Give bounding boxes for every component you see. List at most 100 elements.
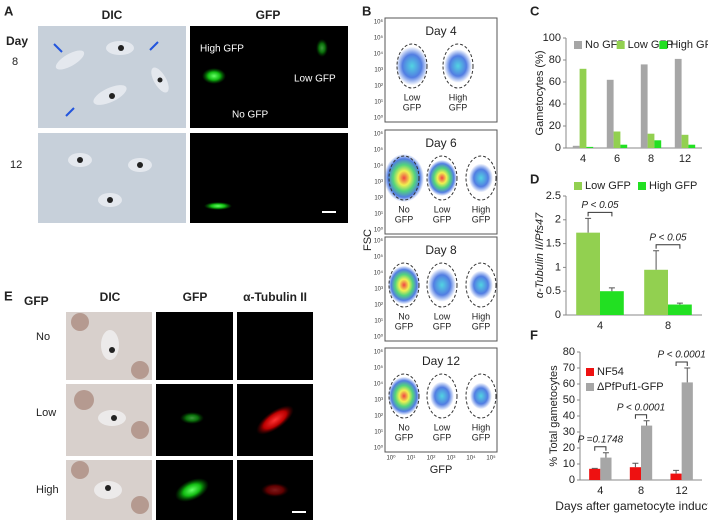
- bar: [579, 68, 587, 148]
- column-header: DIC: [102, 8, 123, 22]
- y-tick-label: 10²: [374, 414, 383, 420]
- annotation: P < 0.0001: [617, 402, 665, 413]
- x-axis-label: GFP: [430, 464, 453, 476]
- y-tick-label: 10²: [374, 196, 383, 202]
- y-tick-label: 10⁵: [374, 365, 384, 372]
- bar: [606, 79, 614, 148]
- significance-bracket: [655, 244, 681, 249]
- gate-label: Low: [434, 422, 451, 432]
- gate: [426, 373, 458, 419]
- bar: [674, 58, 682, 148]
- legend-label: ΔPfPuf1-GFP: [597, 381, 664, 393]
- gate-label: GFP: [433, 321, 452, 331]
- y-tick-label: 40: [549, 98, 561, 110]
- error-bar: [684, 367, 691, 383]
- legend-label: Low GFP: [585, 180, 631, 192]
- column-header: GFP: [256, 8, 281, 22]
- gate-label: GFP: [433, 432, 452, 442]
- x-axis-label: Days after gametocyte induction: [555, 499, 708, 513]
- gate-label: No: [398, 204, 410, 214]
- event-cloud: [469, 163, 493, 193]
- gate-label: GFP: [395, 432, 414, 442]
- y-tick-label: 10⁴: [374, 163, 384, 170]
- bar: [629, 467, 641, 480]
- y-tick-label: 10³: [374, 180, 383, 186]
- bar: [600, 457, 612, 480]
- x-tick-label: 12: [676, 485, 688, 497]
- y-tick-label: 60: [563, 378, 575, 390]
- y-tick-label: 20: [563, 442, 575, 454]
- error-bar: [676, 302, 683, 305]
- annotation: P < 0.0001: [658, 350, 706, 361]
- event-cloud: [384, 154, 424, 202]
- bar: [613, 131, 621, 148]
- y-tick-label: 2: [555, 214, 561, 226]
- gate-label: High: [472, 311, 491, 321]
- bar: [586, 146, 594, 148]
- error-bar: [673, 469, 680, 474]
- y-tick-label: 80: [549, 54, 561, 66]
- legend-swatch: [574, 41, 582, 49]
- row-label: 12: [10, 159, 22, 171]
- x-tick-label: 10²: [427, 456, 436, 462]
- x-tick-label: 4: [597, 485, 603, 497]
- y-tick-label: 0.5: [546, 285, 561, 297]
- event-cloud: [444, 49, 472, 83]
- gate: [388, 155, 420, 201]
- gate: [465, 155, 497, 201]
- bar: [620, 144, 628, 148]
- gate-label: High: [449, 92, 468, 102]
- annotation: P < 0.05: [581, 200, 619, 211]
- y-tick-label: 0: [555, 142, 561, 154]
- y-tick-label: 100: [543, 32, 561, 44]
- plot-title: Day 4: [425, 24, 457, 38]
- legend-label: High GFP: [649, 180, 697, 192]
- y-tick-label: 40: [563, 410, 575, 422]
- gate: [442, 43, 474, 89]
- y-tick-label: 0: [555, 309, 561, 321]
- panel-label: B: [362, 3, 371, 18]
- y-tick-label: 10⁶: [374, 349, 384, 356]
- legend-swatch: [586, 383, 594, 391]
- y-tick-label: 10⁴: [374, 51, 384, 58]
- gate-label: GFP: [395, 321, 414, 331]
- legend-swatch: [638, 182, 646, 190]
- y-tick-label: 10: [563, 458, 575, 470]
- y-tick-label: 1: [555, 261, 561, 273]
- gate-label: GFP: [403, 102, 422, 112]
- y-tick-label: 30: [563, 426, 575, 438]
- gate-label: GFP: [449, 102, 468, 112]
- y-tick-label: 10⁰: [374, 445, 384, 452]
- plot-title: Day 8: [425, 243, 457, 257]
- gate: [426, 262, 458, 308]
- x-tick-label: 10¹: [407, 456, 416, 462]
- y-tick-label: 1.5: [546, 238, 561, 250]
- panel-label: E: [4, 288, 13, 303]
- significance-bracket: [594, 446, 607, 451]
- annotation: P < 0.05: [649, 232, 687, 243]
- event-cloud: [428, 268, 456, 302]
- error-bar: [643, 420, 650, 426]
- x-tick-label: 6: [614, 153, 620, 165]
- y-tick-label: 10⁵: [374, 147, 384, 154]
- row-label: High: [36, 484, 59, 496]
- y-axis-label: Gametocytes (%): [534, 51, 546, 136]
- plot-title: Day 12: [422, 354, 460, 368]
- y-tick-label: 10⁶: [374, 238, 384, 245]
- y-tick-label: 80: [563, 346, 575, 358]
- bar: [641, 425, 653, 480]
- legend-swatch: [574, 182, 582, 190]
- event-cloud: [388, 265, 420, 305]
- row-label: Low: [36, 407, 56, 419]
- annotation: High GFP: [200, 44, 244, 55]
- gate-label: High: [472, 204, 491, 214]
- x-tick-label: 8: [665, 320, 671, 332]
- annotation: Low GFP: [294, 74, 336, 85]
- x-tick-label: 8: [648, 153, 654, 165]
- y-tick-label: 70: [563, 362, 575, 374]
- y-tick-label: 10⁰: [374, 334, 384, 341]
- x-tick-label: 10⁵: [486, 455, 496, 462]
- y-axis-label: FSC: [362, 229, 374, 251]
- gate-label: High: [472, 422, 491, 432]
